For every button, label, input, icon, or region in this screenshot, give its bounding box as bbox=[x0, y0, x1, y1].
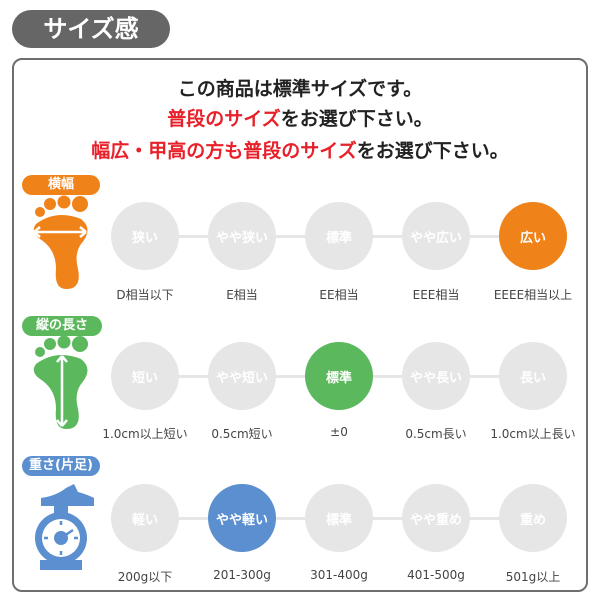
section-title: サイズ感 bbox=[12, 10, 170, 48]
intro-line-2-rest: をお選び下さい。 bbox=[280, 108, 433, 130]
option-caption: EEEE相当以上 bbox=[493, 288, 573, 302]
option-circle: 標準 bbox=[305, 484, 373, 552]
option-circle: やや長い bbox=[402, 342, 470, 410]
intro-line-3-emphasis: 幅広・甲高の方も普段のサイズ bbox=[91, 140, 357, 162]
option-circle: 標準 bbox=[305, 202, 373, 270]
row-label-2: 重さ(片足) bbox=[22, 456, 100, 476]
option-caption: 0.5cm長い bbox=[405, 427, 467, 441]
foot-length-icon bbox=[26, 334, 96, 438]
foot-width-icon bbox=[26, 194, 96, 298]
intro-line-3: 幅広・甲高の方も普段のサイズをお選び下さい。 bbox=[0, 136, 600, 163]
option-circle: やや重め bbox=[402, 484, 470, 552]
intro-line-2: 普段のサイズをお選び下さい。 bbox=[0, 104, 600, 131]
row-label-1: 縦の長さ bbox=[22, 316, 102, 336]
option-caption: 501g以上 bbox=[505, 570, 561, 584]
option-caption: 201-300g bbox=[213, 568, 271, 582]
option-caption: ±0 bbox=[330, 425, 348, 439]
option-circle: やや狭い bbox=[208, 202, 276, 270]
option-caption: 401-500g bbox=[407, 568, 465, 582]
option-caption: EEE相当 bbox=[412, 288, 460, 302]
row-label-0: 横幅 bbox=[22, 175, 100, 195]
selected-option-circle: 標準 bbox=[305, 342, 373, 410]
option-caption: D相当以下 bbox=[116, 288, 174, 302]
option-caption: 1.0cm以上長い bbox=[490, 427, 576, 441]
option-circle: 重め bbox=[499, 484, 567, 552]
option-circle: 狭い bbox=[111, 202, 179, 270]
scale-icon bbox=[26, 476, 96, 580]
option-caption: 1.0cm以上短い bbox=[102, 427, 188, 441]
intro-line-1: この商品は標準サイズです。 bbox=[177, 78, 423, 100]
option-caption: 0.5cm短い bbox=[211, 427, 273, 441]
selected-option-circle: やや軽い bbox=[208, 484, 276, 552]
option-circle: 短い bbox=[111, 342, 179, 410]
option-caption: 301-400g bbox=[310, 568, 368, 582]
selected-option-circle: 広い bbox=[499, 202, 567, 270]
option-caption: E相当 bbox=[226, 288, 258, 302]
size-panel bbox=[12, 58, 588, 592]
option-circle: 軽い bbox=[111, 484, 179, 552]
option-caption: 200g以下 bbox=[117, 570, 173, 584]
option-circle: 長い bbox=[499, 342, 567, 410]
intro-line-3-rest: をお選び下さい。 bbox=[356, 140, 509, 162]
option-circle: やや短い bbox=[208, 342, 276, 410]
option-circle: やや広い bbox=[402, 202, 470, 270]
intro-line-2-emphasis: 普段のサイズ bbox=[167, 108, 281, 130]
option-caption: EE相当 bbox=[319, 288, 359, 302]
